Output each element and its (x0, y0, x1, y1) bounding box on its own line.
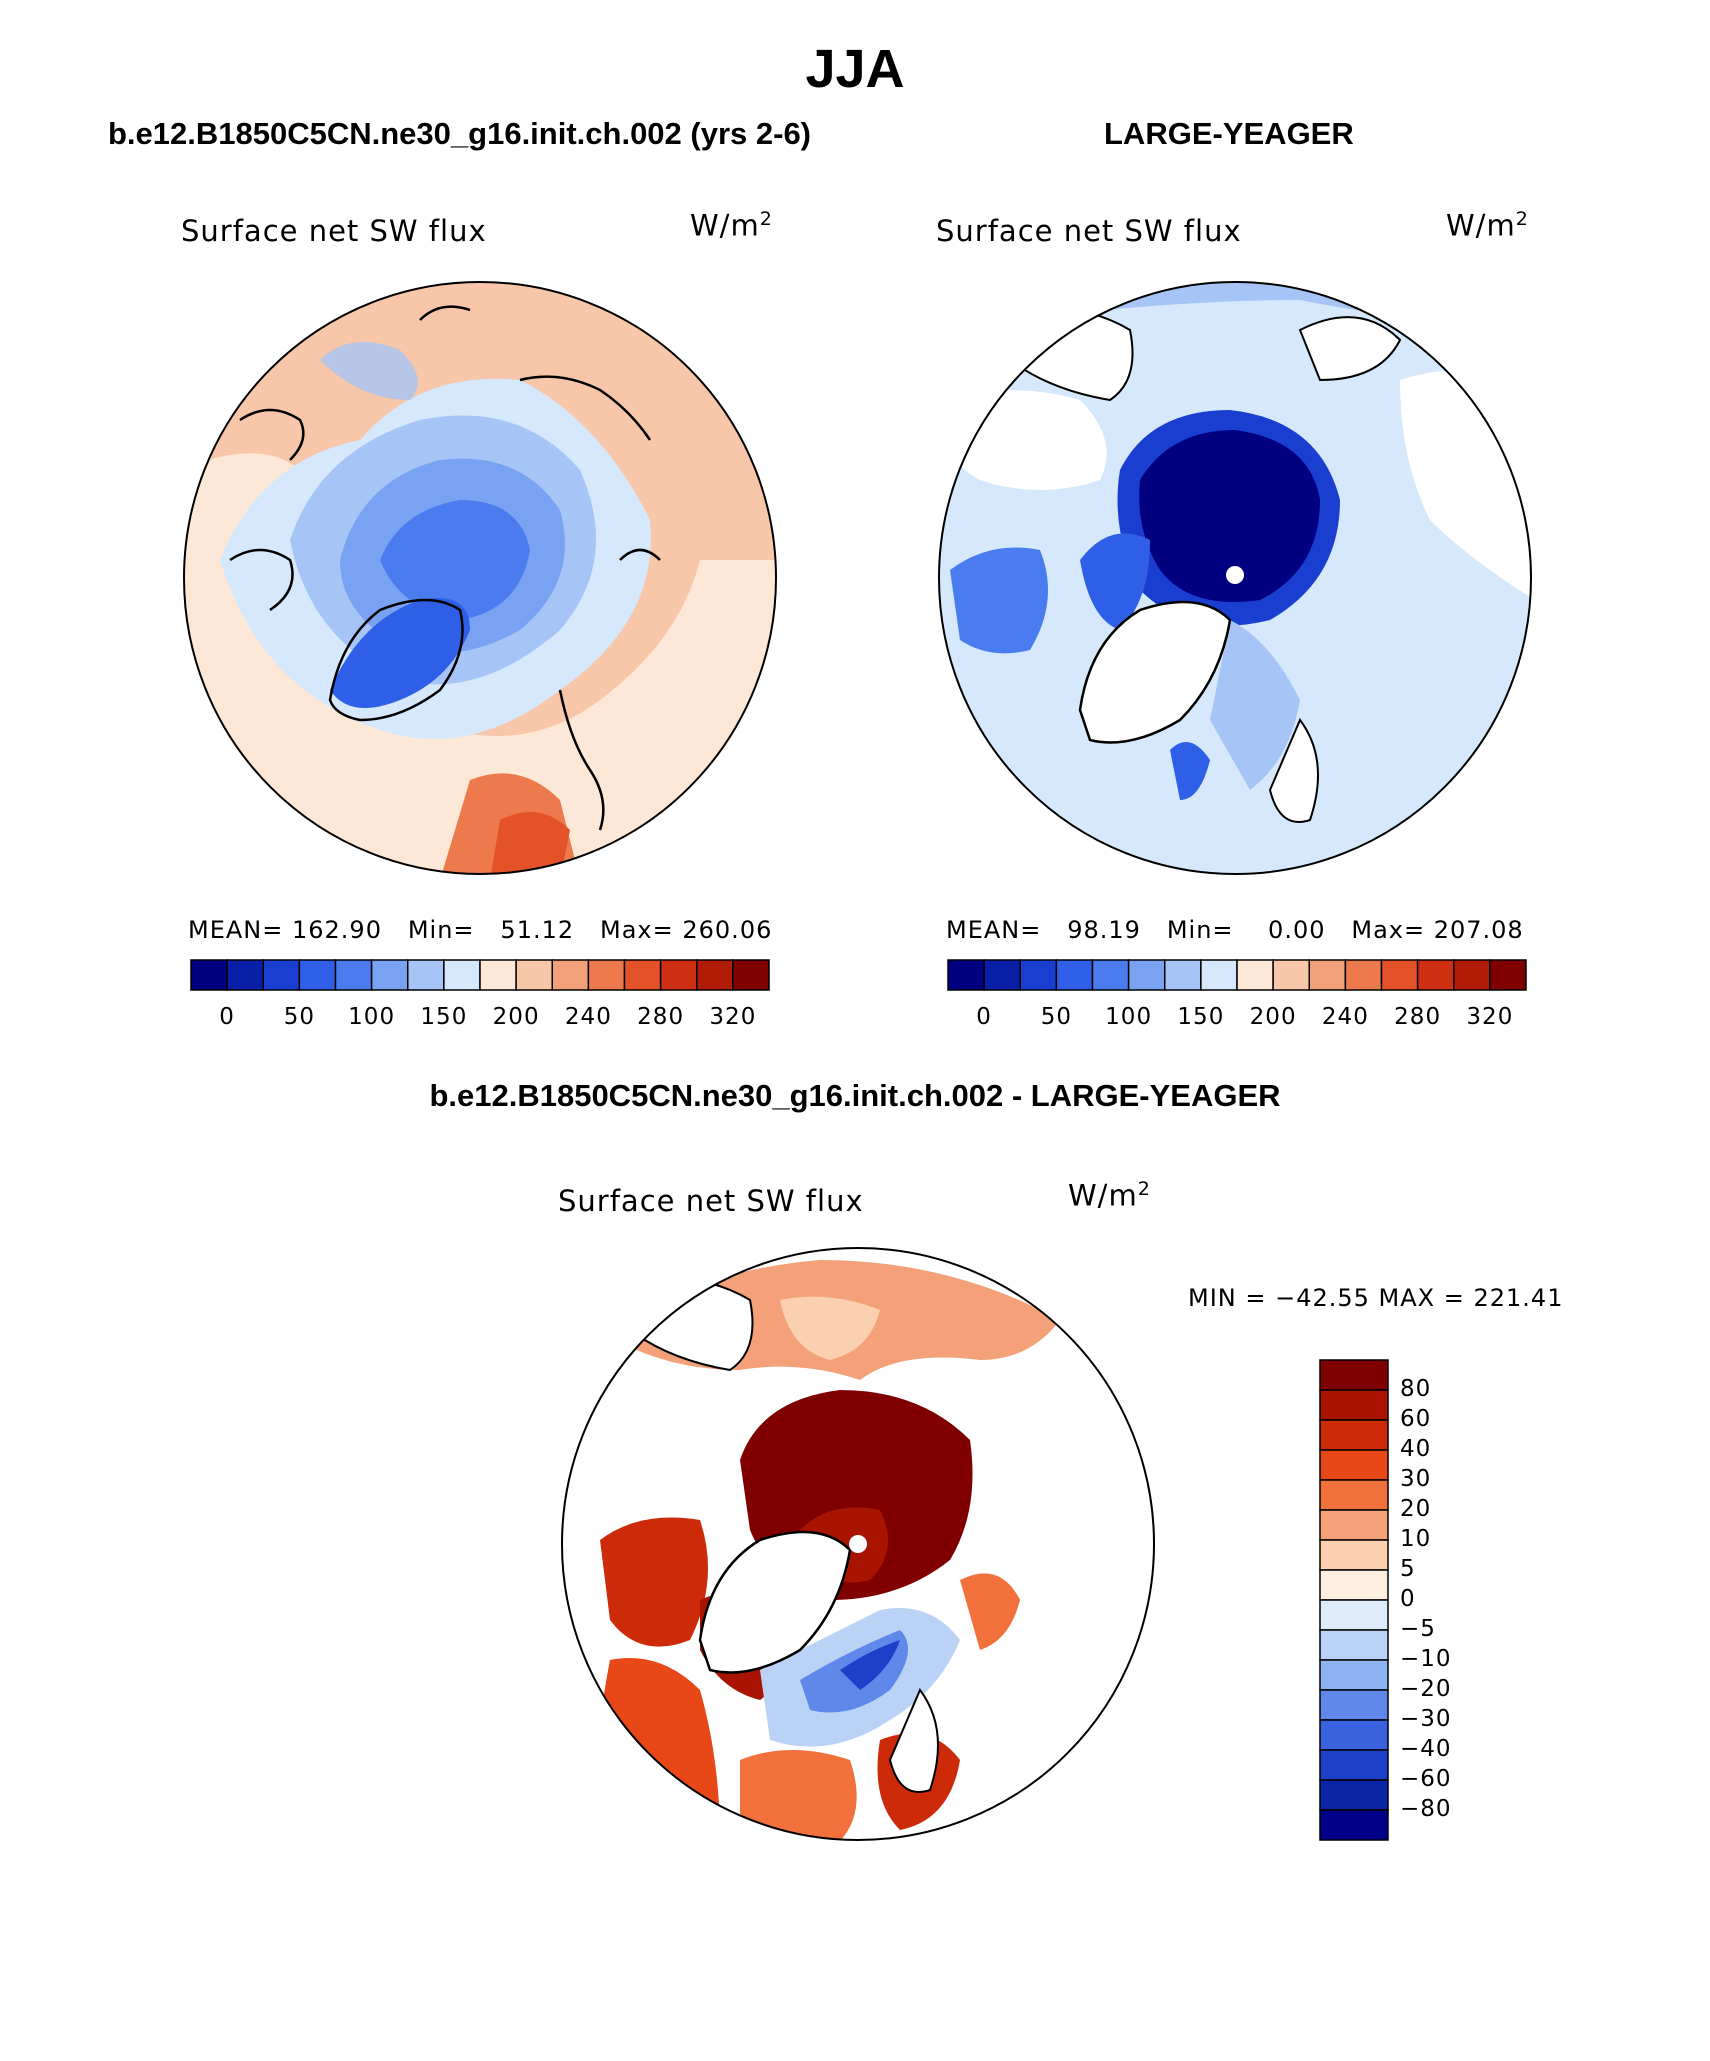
colorbar-tick-label: 80 (1400, 1376, 1432, 1402)
colorbar-tick-label: 50 (1040, 1004, 1073, 1030)
colorbar-swatch (1127, 959, 1166, 991)
colorbar-tick-label: 50 (283, 1004, 316, 1030)
colorbar-tick-label: 10 (1400, 1526, 1432, 1552)
colorbar-swatch (370, 959, 409, 991)
colorbar-swatch (1319, 1629, 1389, 1661)
left-stats: MEAN= 162.90 Min= 51.12 Max= 260.06 (188, 916, 773, 944)
colorbar-tick-label: 100 (1105, 1004, 1153, 1030)
left-panel-title: b.e12.B1850C5CN.ne30_g16.init.ch.002 (yr… (108, 116, 812, 151)
colorbar-swatch (1344, 959, 1383, 991)
colorbar-tick-label: −30 (1400, 1706, 1452, 1732)
page-title: JJA (805, 39, 905, 99)
colorbar-swatch (1308, 959, 1347, 991)
colorbar-tick-label: 200 (492, 1004, 540, 1030)
colorbar-tick-label: 240 (1321, 1004, 1369, 1030)
colorbar-tick-label: 0 (1400, 1586, 1416, 1612)
colorbar-swatch (1319, 1689, 1389, 1721)
colorbar-swatch (551, 959, 590, 991)
colorbar-swatch (1319, 1719, 1389, 1751)
colorbar-tick-label: 150 (420, 1004, 468, 1030)
colorbar-tick-label: 20 (1400, 1496, 1432, 1522)
left-polar-map (183, 281, 777, 875)
colorbar-swatch (1319, 1779, 1389, 1811)
right-polar-map (938, 281, 1532, 875)
colorbar-tick-label: 0 (219, 1004, 235, 1030)
colorbar-swatch (623, 959, 662, 991)
colorbar-swatch (1019, 959, 1058, 991)
colorbar-tick-label: 5 (1400, 1556, 1416, 1582)
colorbar-tick-label: −10 (1400, 1646, 1452, 1672)
colorbar-tick-label: −20 (1400, 1676, 1452, 1702)
colorbar-swatch (696, 959, 734, 991)
diff-colorbar (1319, 1359, 1389, 1841)
colorbar-swatch (983, 959, 1021, 991)
colorbar-swatch (1236, 959, 1274, 991)
colorbar-swatch (1319, 1809, 1389, 1841)
colorbar-swatch (1319, 1569, 1389, 1601)
colorbar-tick-label: 240 (564, 1004, 612, 1030)
colorbar-swatch (1319, 1479, 1389, 1511)
colorbar-swatch (947, 959, 985, 991)
colorbar-swatch (334, 959, 373, 991)
right-variable-label: Surface net SW flux (936, 214, 1242, 248)
colorbar-swatch (407, 959, 445, 991)
colorbar-swatch (1319, 1419, 1389, 1451)
colorbar-swatch (1453, 959, 1491, 991)
colorbar-swatch (1272, 959, 1310, 991)
colorbar-tick-label: 100 (348, 1004, 396, 1030)
colorbar-swatch (298, 959, 337, 991)
colorbar-swatch (479, 959, 517, 991)
colorbar-tick-label: −60 (1400, 1766, 1452, 1792)
colorbar-swatch (262, 959, 301, 991)
colorbar-swatch (1319, 1389, 1389, 1421)
colorbar-tick-label: −5 (1400, 1616, 1436, 1642)
colorbar-tick-label: 60 (1400, 1406, 1432, 1432)
colorbar-swatch (1319, 1539, 1389, 1571)
colorbar-swatch (1319, 1359, 1389, 1391)
colorbar-swatch (1380, 959, 1419, 991)
colorbar-swatch (1319, 1509, 1389, 1541)
colorbar-tick-label: 320 (709, 1004, 757, 1030)
right-colorbar (947, 959, 1527, 991)
colorbar-swatch (190, 959, 228, 991)
diff-stats: MIN = −42.55 MAX = 221.41 (1188, 1284, 1564, 1312)
diff-panel-title: b.e12.B1850C5CN.ne30_g16.init.ch.002 - L… (429, 1078, 1281, 1113)
diff-polar-map (561, 1247, 1155, 1841)
colorbar-swatch (732, 959, 770, 991)
colorbar-swatch (659, 959, 698, 991)
colorbar-swatch (1416, 959, 1455, 991)
right-panel-title: LARGE-YEAGER (1104, 116, 1354, 151)
colorbar-swatch (1319, 1599, 1389, 1631)
colorbar-swatch (226, 959, 264, 991)
colorbar-swatch (1055, 959, 1094, 991)
colorbar-swatch (1319, 1749, 1389, 1781)
colorbar-swatch (443, 959, 481, 991)
colorbar-tick-label: 200 (1249, 1004, 1297, 1030)
colorbar-swatch (1200, 959, 1238, 991)
colorbar-tick-label: 150 (1177, 1004, 1225, 1030)
colorbar-swatch (1319, 1659, 1389, 1691)
colorbar-tick-label: 280 (1394, 1004, 1442, 1030)
colorbar-tick-label: −80 (1400, 1796, 1452, 1822)
colorbar-swatch (1164, 959, 1202, 991)
colorbar-tick-label: 280 (637, 1004, 685, 1030)
colorbar-swatch (1091, 959, 1130, 991)
left-units-label: W/m2 (690, 208, 773, 243)
colorbar-swatch (587, 959, 626, 991)
diff-units-label: W/m2 (1068, 1178, 1151, 1213)
colorbar-tick-label: 0 (976, 1004, 992, 1030)
colorbar-tick-label: 30 (1400, 1466, 1432, 1492)
colorbar-swatch (1489, 959, 1527, 991)
colorbar-tick-label: 320 (1466, 1004, 1514, 1030)
colorbar-swatch (1319, 1449, 1389, 1481)
diff-variable-label: Surface net SW flux (558, 1184, 864, 1218)
colorbar-swatch (515, 959, 553, 991)
left-colorbar (190, 959, 770, 991)
left-variable-label: Surface net SW flux (181, 214, 487, 248)
colorbar-tick-label: 40 (1400, 1436, 1432, 1462)
right-units-label: W/m2 (1446, 208, 1529, 243)
right-stats: MEAN= 98.19 Min= 0.00 Max= 207.08 (946, 916, 1524, 944)
colorbar-tick-label: −40 (1400, 1736, 1452, 1762)
